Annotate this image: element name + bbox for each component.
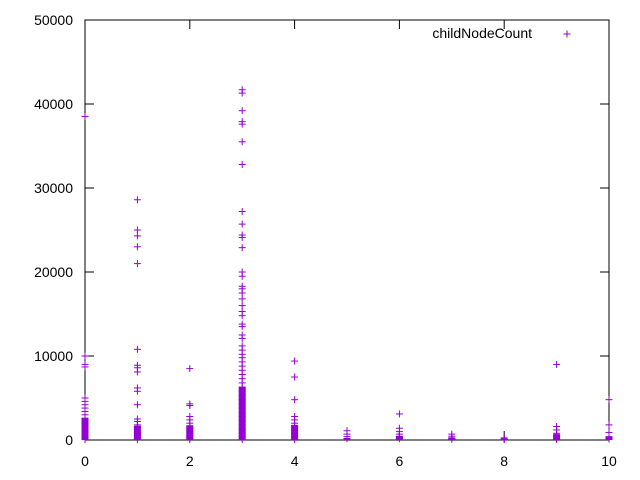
x-tick-label: 6 bbox=[396, 453, 404, 469]
data-points bbox=[81, 86, 613, 444]
legend-marker-plus bbox=[563, 30, 571, 38]
data-point bbox=[238, 234, 246, 242]
data-point bbox=[238, 312, 246, 320]
data-point bbox=[133, 368, 141, 376]
plot-frame bbox=[84, 19, 610, 441]
data-point bbox=[133, 401, 141, 409]
data-point bbox=[133, 226, 141, 234]
data-point bbox=[81, 352, 89, 360]
dense-points-band bbox=[553, 434, 561, 440]
data-point bbox=[238, 323, 246, 331]
data-point bbox=[238, 220, 246, 228]
data-point bbox=[238, 334, 246, 342]
data-point bbox=[605, 396, 613, 404]
y-tick-label: 10000 bbox=[34, 348, 73, 364]
dense-points-band bbox=[238, 387, 246, 440]
data-point bbox=[238, 244, 246, 252]
data-point bbox=[238, 160, 246, 168]
y-tick-label: 40000 bbox=[34, 96, 73, 112]
data-point bbox=[133, 387, 141, 395]
data-point bbox=[81, 363, 89, 371]
x-tick-label: 4 bbox=[291, 453, 299, 469]
data-point bbox=[238, 107, 246, 115]
dense-points-band bbox=[81, 418, 89, 440]
data-point bbox=[291, 373, 299, 381]
axis-ticks bbox=[84, 19, 610, 441]
data-point bbox=[133, 232, 141, 240]
data-point bbox=[238, 120, 246, 128]
x-tick-label: 2 bbox=[186, 453, 194, 469]
x-tick-label: 10 bbox=[601, 453, 617, 469]
data-point bbox=[133, 196, 141, 204]
data-point bbox=[605, 421, 613, 429]
data-point bbox=[238, 295, 246, 303]
dense-points-band bbox=[395, 435, 403, 440]
data-point bbox=[238, 89, 246, 97]
data-point bbox=[291, 396, 299, 404]
data-point bbox=[291, 357, 299, 365]
dense-points-band bbox=[186, 425, 194, 440]
y-tick-label: 50000 bbox=[34, 12, 73, 28]
x-tick-label: 0 bbox=[81, 453, 89, 469]
y-tick-label: 30000 bbox=[34, 180, 73, 196]
data-point bbox=[133, 243, 141, 251]
dense-points-band bbox=[133, 425, 141, 440]
tick-labels: 0 2 4 6 8 10 0 10000 20000 30000 40000 50000 bbox=[34, 12, 617, 469]
y-tick-label: 20000 bbox=[34, 264, 73, 280]
data-point bbox=[186, 402, 194, 410]
legend-label: childNodeCount bbox=[432, 25, 532, 41]
data-point bbox=[133, 345, 141, 353]
legend-marker bbox=[563, 30, 571, 38]
data-point bbox=[238, 302, 246, 310]
data-point bbox=[133, 260, 141, 268]
data-point bbox=[238, 138, 246, 146]
data-point bbox=[238, 208, 246, 216]
data-point bbox=[81, 113, 89, 121]
data-point bbox=[186, 365, 194, 373]
legend: childNodeCount bbox=[432, 25, 571, 41]
dense-points-band bbox=[343, 437, 351, 440]
dense-points-band bbox=[500, 439, 508, 440]
dense-points-band bbox=[448, 437, 456, 440]
dense-points-band bbox=[291, 424, 299, 440]
data-point bbox=[238, 289, 246, 297]
data-point bbox=[238, 272, 246, 280]
y-tick-label: 0 bbox=[65, 432, 73, 448]
x-tick-label: 8 bbox=[500, 453, 508, 469]
dense-points-band bbox=[605, 436, 613, 440]
data-point bbox=[395, 410, 403, 418]
data-point bbox=[553, 360, 561, 368]
